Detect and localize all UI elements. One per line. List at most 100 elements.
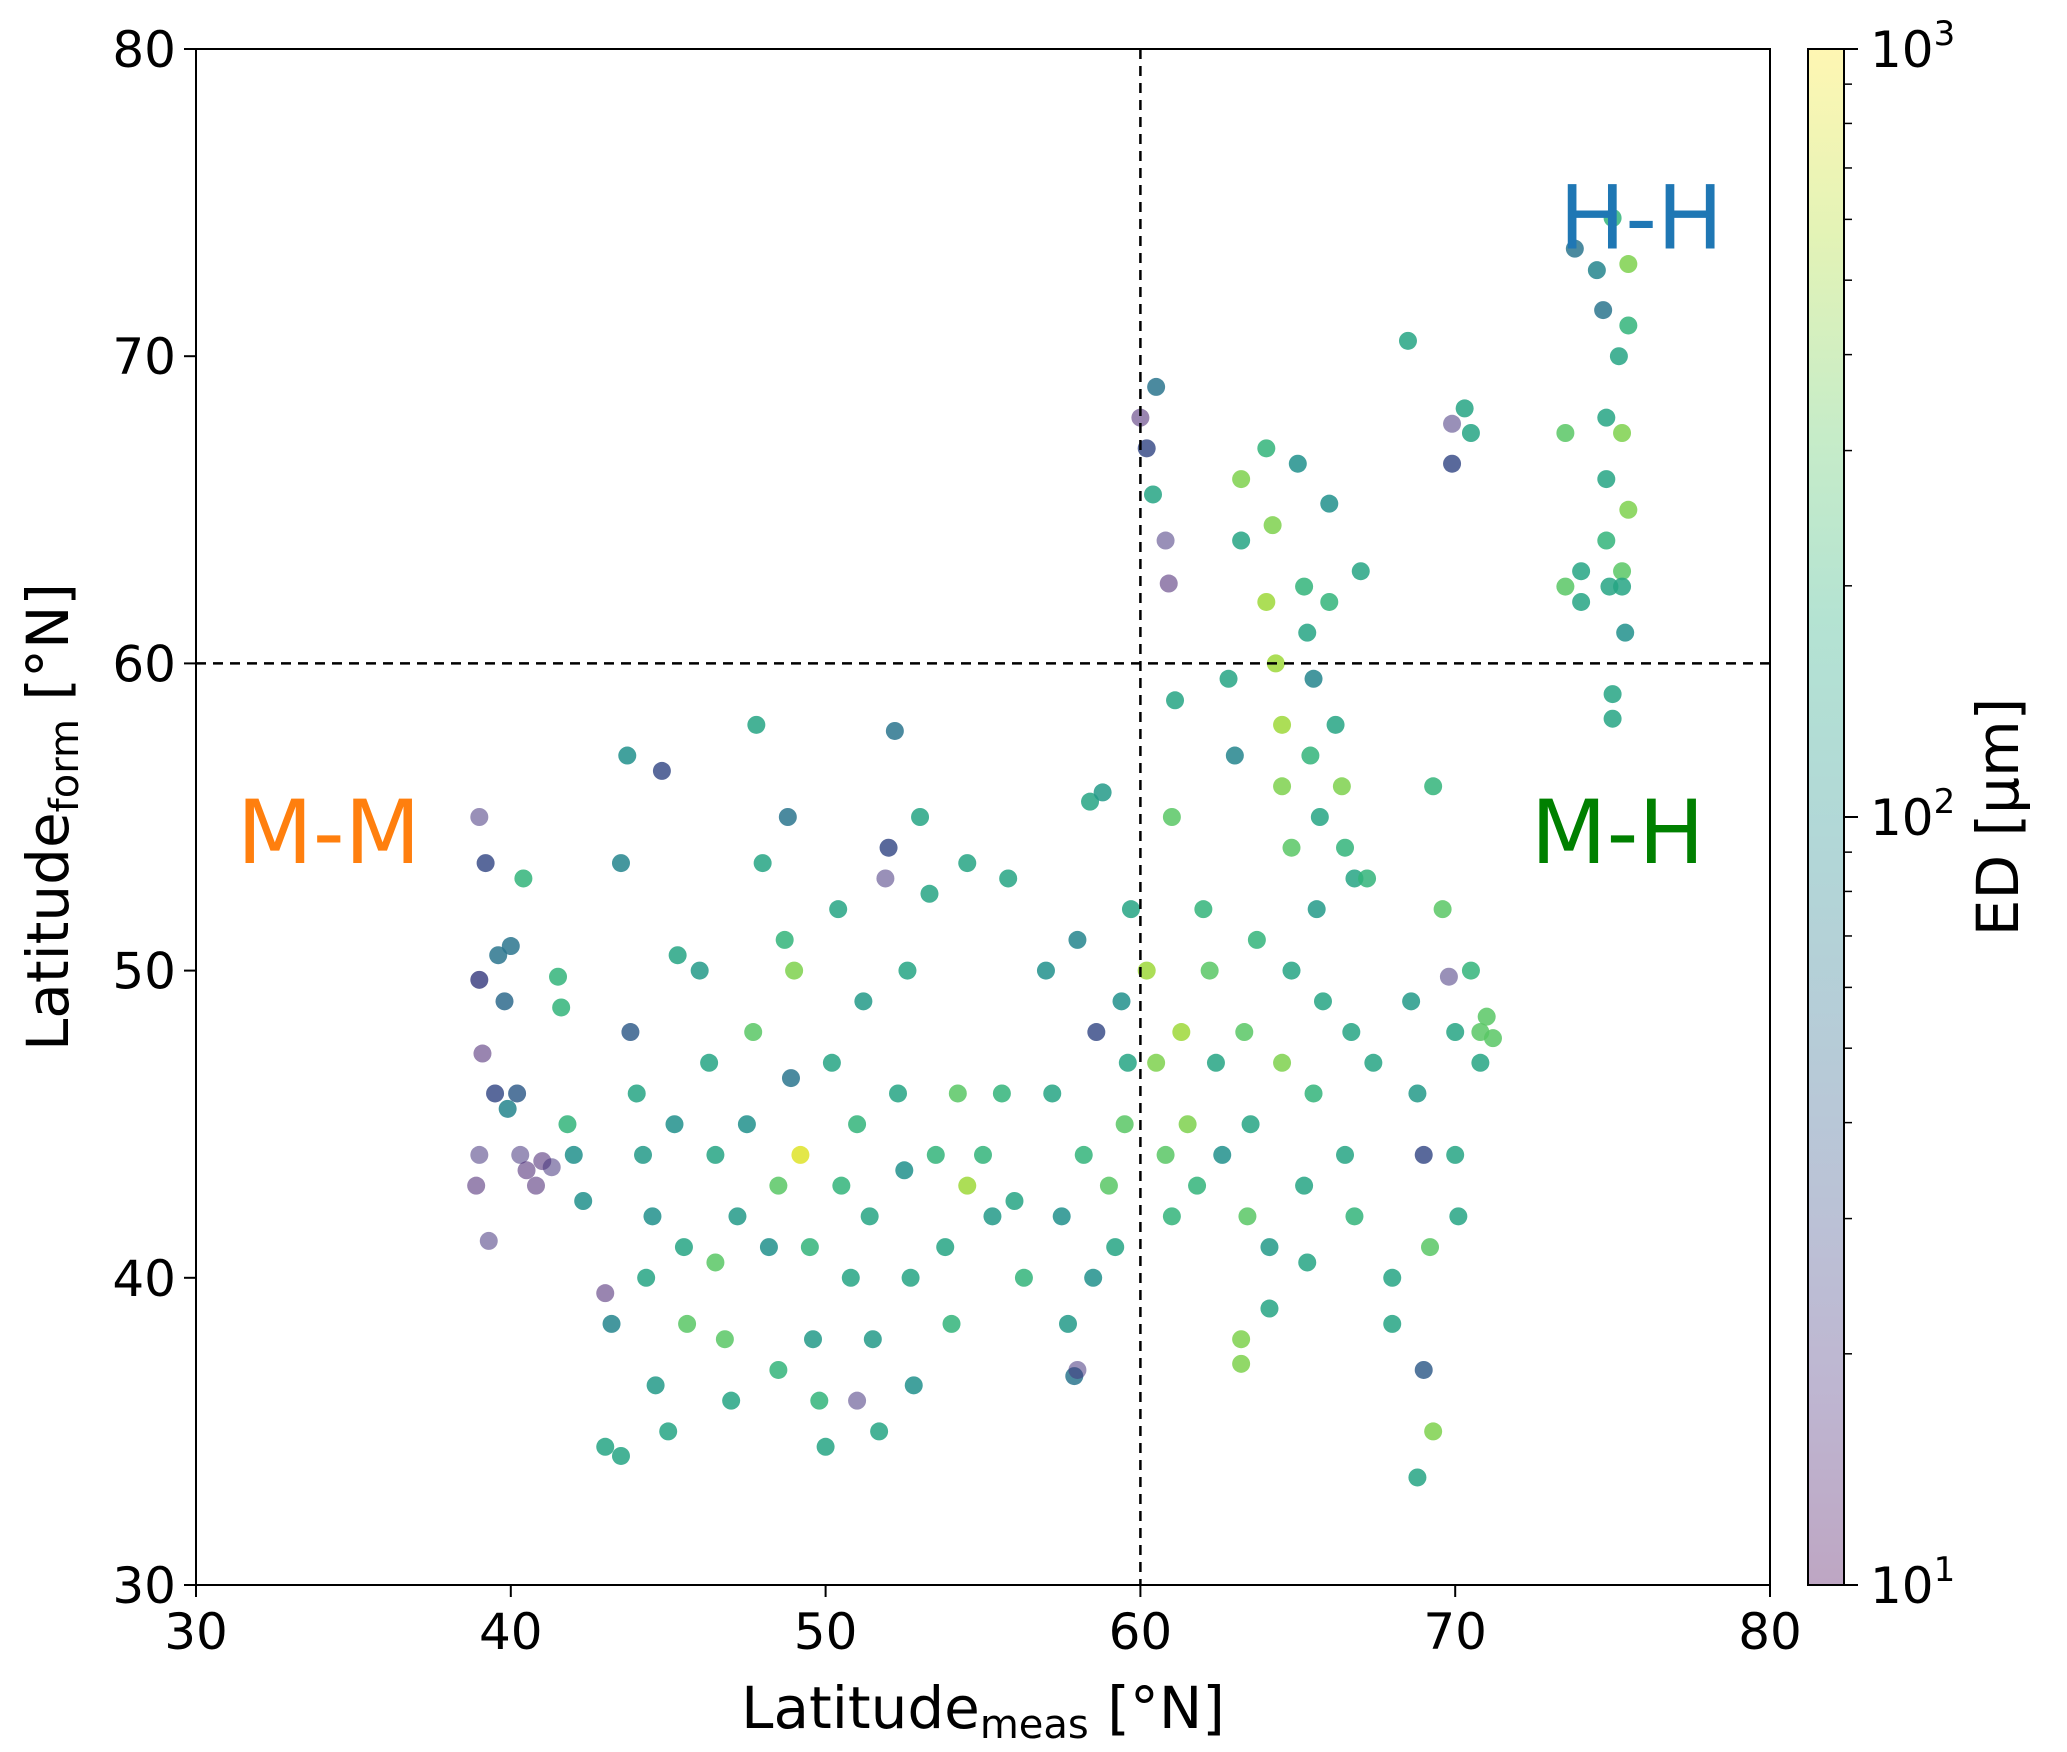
data-point	[1074, 1145, 1093, 1164]
data-point	[904, 1376, 923, 1395]
data-point	[737, 1115, 756, 1134]
data-point	[848, 1115, 867, 1134]
data-point	[1364, 1053, 1383, 1072]
data-point	[1433, 900, 1452, 919]
data-point	[1273, 1053, 1292, 1072]
data-point	[1068, 930, 1087, 949]
data-point	[1461, 961, 1480, 980]
data-point	[1147, 1053, 1166, 1072]
data-point	[1600, 577, 1619, 596]
data-point	[1424, 777, 1443, 796]
data-point	[744, 1023, 763, 1042]
data-point	[486, 1084, 505, 1103]
data-point	[854, 992, 873, 1011]
data-point	[816, 1437, 835, 1456]
x-tick-label: 40	[479, 1603, 543, 1661]
data-point	[1159, 574, 1178, 593]
data-point	[759, 1238, 778, 1257]
data-point	[898, 961, 917, 980]
x-tick-label: 60	[1109, 1603, 1173, 1661]
data-point	[549, 967, 568, 986]
data-point	[1194, 900, 1213, 919]
data-point	[470, 808, 489, 826]
data-point	[1172, 1023, 1191, 1042]
data-point	[1273, 777, 1292, 796]
data-point	[690, 961, 709, 980]
data-point	[1398, 331, 1417, 350]
data-point	[983, 1207, 1002, 1226]
data-point	[596, 1284, 615, 1303]
data-point	[1619, 316, 1638, 335]
data-point	[1257, 592, 1276, 611]
data-point	[1052, 1207, 1071, 1226]
data-point	[1235, 1023, 1254, 1042]
data-point	[1014, 1268, 1033, 1287]
data-point	[791, 1145, 810, 1164]
data-point	[1609, 347, 1628, 366]
data-point	[1093, 783, 1112, 802]
data-point	[1345, 869, 1364, 888]
data-point	[1402, 992, 1421, 1011]
data-point	[1225, 746, 1244, 765]
data-point	[1282, 838, 1301, 857]
data-point	[785, 961, 804, 980]
data-point	[911, 808, 930, 826]
data-point	[863, 1330, 882, 1349]
data-point	[1439, 967, 1458, 986]
data-point	[1424, 1422, 1443, 1441]
data-point	[769, 1176, 788, 1195]
x-axis: 30 40 50 60 70 80	[164, 1585, 1802, 1661]
data-point	[1087, 1023, 1106, 1042]
y-tick-label: 40	[112, 1250, 176, 1308]
data-point	[800, 1238, 819, 1257]
data-point	[634, 1145, 653, 1164]
data-point	[1156, 531, 1175, 550]
data-point	[1162, 808, 1181, 826]
data-point	[1260, 1238, 1279, 1257]
data-point	[722, 1391, 741, 1410]
data-point	[1121, 900, 1140, 919]
data-point	[974, 1145, 992, 1164]
data-point	[1351, 562, 1370, 581]
data-point	[948, 1084, 967, 1103]
data-point	[659, 1422, 678, 1441]
data-point	[958, 854, 977, 873]
data-point	[1408, 1084, 1427, 1103]
data-point	[564, 1145, 583, 1164]
data-point	[652, 761, 671, 780]
data-point	[848, 1391, 867, 1410]
data-point	[1162, 1207, 1181, 1226]
data-point	[665, 1115, 684, 1134]
data-point	[611, 1446, 630, 1465]
x-tick-label: 70	[1423, 1603, 1487, 1661]
scatter-points	[467, 208, 1638, 1487]
data-point	[1247, 930, 1266, 949]
data-point	[470, 1145, 489, 1164]
y-axis: 30 40 50 60 70 80	[112, 21, 196, 1615]
data-point	[517, 1161, 536, 1180]
data-point	[1556, 424, 1575, 442]
data-point	[1603, 709, 1622, 728]
data-point	[1238, 1207, 1257, 1226]
data-point	[879, 838, 898, 857]
data-point	[781, 1069, 800, 1088]
data-point	[1408, 1468, 1427, 1487]
data-point	[470, 970, 489, 989]
data-point	[574, 1192, 593, 1210]
data-point	[1320, 494, 1339, 513]
data-point	[1301, 746, 1320, 765]
y-tick-label: 60	[112, 635, 176, 693]
data-point	[1178, 1115, 1197, 1134]
data-point	[1282, 961, 1301, 980]
y-tick-label: 30	[112, 1557, 176, 1615]
data-point	[1455, 399, 1474, 418]
data-point	[1613, 577, 1632, 596]
data-point	[1081, 792, 1100, 811]
data-point	[1556, 577, 1575, 596]
data-point	[1603, 685, 1622, 704]
data-point	[804, 1330, 823, 1349]
data-point	[1471, 1053, 1490, 1072]
data-point	[936, 1238, 955, 1257]
data-point	[1587, 261, 1606, 280]
